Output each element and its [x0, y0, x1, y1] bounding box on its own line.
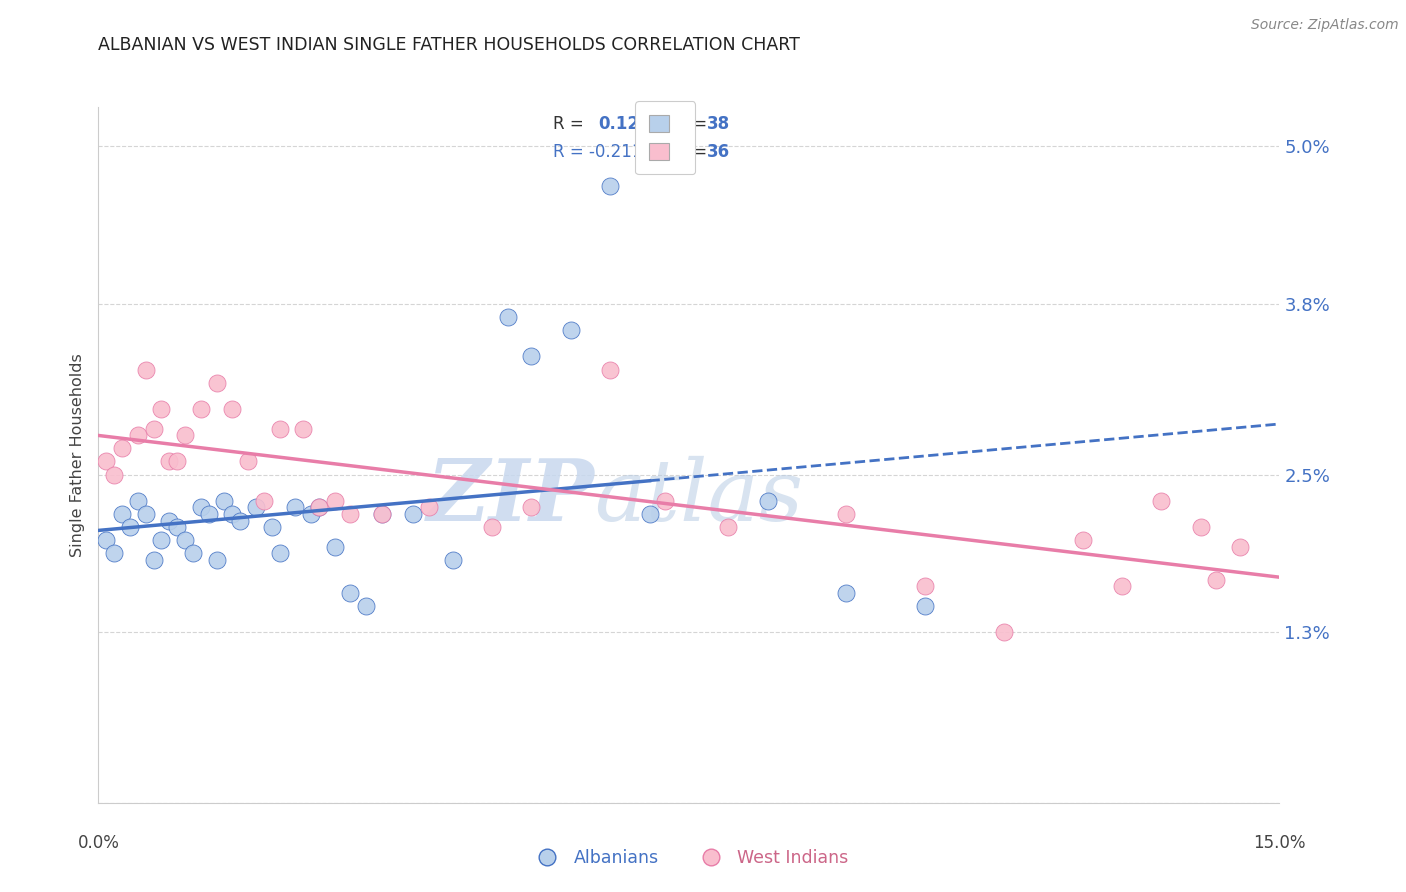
Point — [142, 553, 165, 567]
Text: N =: N = — [665, 115, 713, 134]
Point — [166, 520, 188, 534]
Point — [560, 323, 582, 337]
Point — [371, 507, 394, 521]
Point — [993, 625, 1015, 640]
Point — [205, 553, 228, 567]
Point — [96, 454, 118, 468]
Legend: Albanians, West Indians: Albanians, West Indians — [523, 842, 855, 874]
Point — [118, 520, 141, 534]
Point — [127, 494, 149, 508]
Point — [308, 500, 330, 515]
Text: ZIP: ZIP — [426, 455, 595, 539]
Point — [441, 553, 464, 567]
Text: atlas: atlas — [595, 455, 804, 538]
Point — [1189, 520, 1212, 534]
Point — [221, 507, 243, 521]
Point — [599, 178, 621, 193]
Point — [269, 422, 291, 436]
Point — [339, 507, 361, 521]
Point — [236, 454, 259, 468]
Text: ALBANIAN VS WEST INDIAN SINGLE FATHER HOUSEHOLDS CORRELATION CHART: ALBANIAN VS WEST INDIAN SINGLE FATHER HO… — [98, 36, 800, 54]
Point — [253, 494, 276, 508]
Point — [135, 507, 157, 521]
Point — [496, 310, 519, 324]
Point — [835, 586, 858, 600]
Point — [1229, 540, 1251, 554]
Point — [339, 586, 361, 600]
Point — [402, 507, 425, 521]
Point — [292, 422, 315, 436]
Text: R = -0.211: R = -0.211 — [553, 144, 643, 161]
Point — [174, 533, 197, 548]
Point — [205, 376, 228, 390]
Text: 0.0%: 0.0% — [77, 834, 120, 852]
Point — [96, 533, 118, 548]
Point — [1150, 494, 1173, 508]
Point — [717, 520, 740, 534]
Point — [103, 467, 125, 482]
Point — [835, 507, 858, 521]
Point — [354, 599, 377, 613]
Point — [190, 401, 212, 416]
Point — [103, 546, 125, 560]
Text: 0.127: 0.127 — [598, 115, 651, 134]
Point — [157, 454, 180, 468]
Point — [127, 428, 149, 442]
Point — [308, 500, 330, 515]
Point — [284, 500, 307, 515]
Point — [323, 494, 346, 508]
Point — [229, 514, 252, 528]
Point — [260, 520, 283, 534]
Point — [150, 401, 173, 416]
Point — [914, 579, 936, 593]
Point — [638, 507, 661, 521]
Point — [1205, 573, 1227, 587]
Point — [166, 454, 188, 468]
Point — [599, 362, 621, 376]
Point — [520, 500, 543, 515]
Point — [111, 507, 134, 521]
Point — [481, 520, 503, 534]
Point — [371, 507, 394, 521]
Point — [299, 507, 322, 521]
Point — [214, 494, 236, 508]
Point — [520, 350, 543, 364]
Point — [181, 546, 204, 560]
Point — [221, 401, 243, 416]
Point — [245, 500, 267, 515]
Text: 38: 38 — [707, 115, 730, 134]
Point — [1111, 579, 1133, 593]
Text: 36: 36 — [707, 144, 730, 161]
Point — [157, 514, 180, 528]
Point — [111, 442, 134, 456]
Point — [197, 507, 219, 521]
Point — [269, 546, 291, 560]
Point — [135, 362, 157, 376]
Y-axis label: Single Father Households: Single Father Households — [70, 353, 86, 557]
Text: 15.0%: 15.0% — [1253, 834, 1306, 852]
Text: R =: R = — [553, 115, 595, 134]
Point — [150, 533, 173, 548]
Point — [418, 500, 440, 515]
Point — [1071, 533, 1094, 548]
Point — [323, 540, 346, 554]
Point — [914, 599, 936, 613]
Point — [174, 428, 197, 442]
Point — [142, 422, 165, 436]
Text: Source: ZipAtlas.com: Source: ZipAtlas.com — [1251, 18, 1399, 32]
Point — [756, 494, 779, 508]
Point — [654, 494, 676, 508]
Point — [190, 500, 212, 515]
Text: N =: N = — [665, 144, 713, 161]
